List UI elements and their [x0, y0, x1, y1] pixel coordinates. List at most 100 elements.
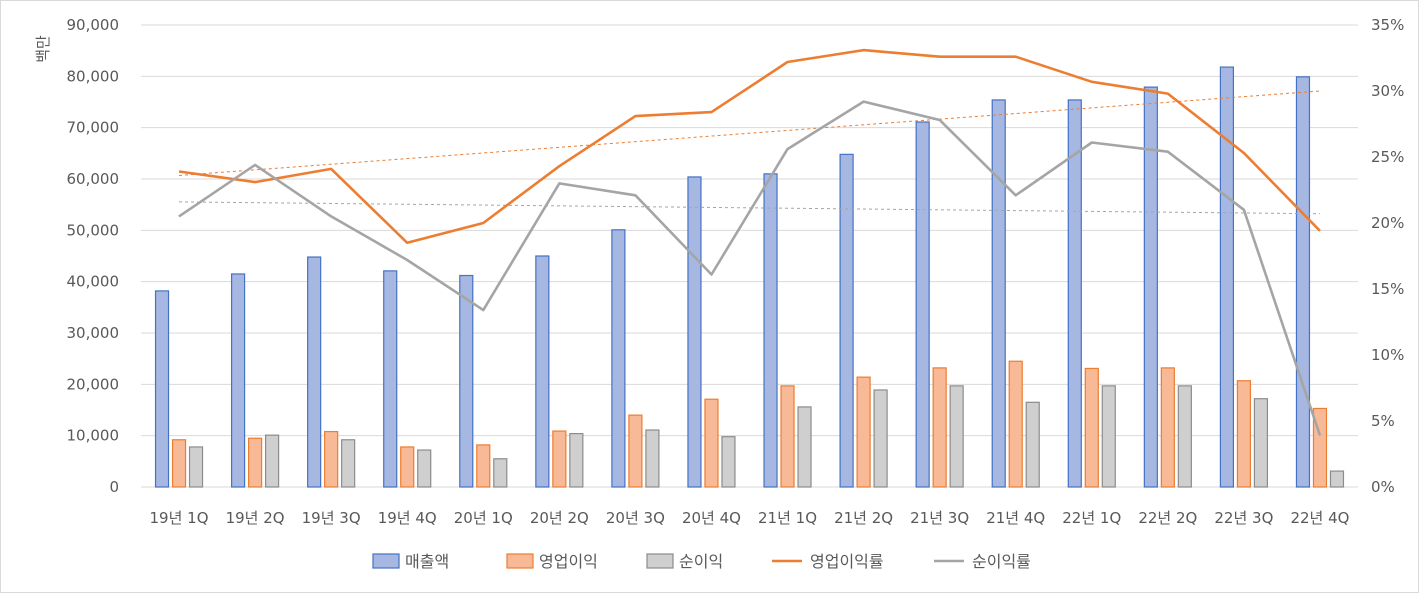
- bar: [459, 274, 474, 488]
- bar: [1295, 76, 1311, 488]
- bar: [1025, 401, 1040, 488]
- bar: [1329, 470, 1345, 488]
- y-axis-title: 백만: [34, 35, 52, 63]
- bar: [341, 439, 356, 488]
- bar: [991, 99, 1006, 488]
- bar: [628, 414, 643, 488]
- bar: [307, 256, 322, 488]
- y-tick-label: 30,000: [67, 324, 120, 342]
- legend-swatch: [506, 553, 534, 569]
- bar: [569, 433, 584, 488]
- x-tick-label: 19년 1Q: [150, 509, 209, 527]
- y-tick-label: 90,000: [67, 16, 120, 34]
- y-tick-label: 70,000: [67, 119, 120, 137]
- bar: [687, 176, 702, 488]
- bar: [1101, 385, 1116, 488]
- bar: [949, 385, 964, 488]
- bar: [645, 429, 660, 488]
- bar: [1219, 66, 1235, 488]
- y2-tick-label: 35%: [1371, 16, 1404, 34]
- bar: [493, 458, 508, 488]
- bar: [1084, 367, 1099, 488]
- bar: [1067, 99, 1082, 488]
- bar: [417, 449, 432, 488]
- y-tick-label: 80,000: [67, 67, 120, 85]
- bar: [873, 389, 888, 488]
- legend-label: 순이익률: [972, 552, 1031, 571]
- x-tick-label: 22년 2Q: [1138, 509, 1197, 527]
- bar: [188, 446, 204, 488]
- bar: [400, 446, 415, 488]
- y-tick-label: 20,000: [67, 375, 120, 393]
- x-tick-label: 21년 2Q: [834, 509, 893, 527]
- y-tick-label: 40,000: [67, 273, 120, 291]
- bar: [1143, 86, 1158, 488]
- series-line: [178, 100, 1322, 436]
- axes: 백만 0 10,000 20,000 30,000 40,000 50,000 60,000…: [34, 16, 1404, 527]
- x-tick-label: 22년 3Q: [1214, 509, 1273, 527]
- bar: [932, 367, 947, 488]
- x-tick-label: 21년 4Q: [986, 509, 1045, 527]
- y2-tick-label: 10%: [1371, 346, 1404, 364]
- x-tick-label: 19년 2Q: [226, 509, 285, 527]
- x-tick-label: 22년 1Q: [1062, 509, 1121, 527]
- lines: [178, 48, 1322, 436]
- x-tick-label: 20년 4Q: [682, 509, 741, 527]
- x-tick-label: 21년 1Q: [758, 509, 817, 527]
- bar: [324, 430, 339, 488]
- trendline: [178, 90, 1321, 176]
- bar: [1008, 360, 1023, 488]
- bar: [915, 121, 930, 488]
- bar: [383, 270, 398, 488]
- bar: [797, 406, 812, 488]
- bar: [535, 255, 550, 488]
- x-tick-label: 22년 4Q: [1290, 509, 1349, 527]
- bar: [1253, 398, 1269, 488]
- x-tick-label: 20년 2Q: [530, 509, 589, 527]
- y2-tick-label: 15%: [1371, 280, 1404, 298]
- bars: [154, 66, 1345, 488]
- y2-tick-label: 20%: [1371, 214, 1404, 232]
- x-tick-label: 19년 3Q: [302, 509, 361, 527]
- bar: [704, 398, 719, 488]
- y2-tick-label: 0%: [1371, 478, 1395, 496]
- bar: [552, 430, 567, 488]
- y2-tick-label: 30%: [1371, 82, 1404, 100]
- trendlines: [178, 90, 1321, 215]
- y2-tick-label: 5%: [1371, 412, 1395, 430]
- bar: [763, 173, 778, 488]
- y-tick-label: 0: [109, 478, 119, 496]
- legend-label: 순이익: [679, 552, 723, 571]
- bar: [780, 385, 795, 488]
- x-tick-label: 20년 1Q: [454, 509, 513, 527]
- bar: [1236, 380, 1252, 488]
- gridlines: [141, 24, 1358, 488]
- legend-label: 영업이익: [539, 552, 598, 571]
- bar: [856, 376, 871, 488]
- bar: [154, 290, 170, 488]
- bar: [247, 437, 263, 488]
- bar: [476, 444, 491, 488]
- y-tick-label: 10,000: [67, 427, 120, 445]
- legend-swatch: [372, 553, 400, 569]
- y-tick-label: 50,000: [67, 221, 120, 239]
- trendline: [179, 201, 1320, 215]
- series-line: [178, 48, 1321, 245]
- bar: [171, 439, 187, 488]
- bar: [264, 434, 280, 488]
- y-tick-label: 60,000: [67, 170, 120, 188]
- bar: [721, 436, 736, 488]
- legend: 매출액 영업이익 순이익 영업이익률 순이익률: [372, 552, 1031, 571]
- bar: [611, 229, 626, 488]
- x-tick-label: 21년 3Q: [910, 509, 969, 527]
- x-tick-label: 19년 4Q: [378, 509, 437, 527]
- legend-label: 매출액: [405, 552, 449, 571]
- bar: [839, 153, 854, 488]
- bar: [230, 273, 246, 488]
- bar: [1177, 385, 1192, 488]
- legend-swatch: [646, 553, 674, 569]
- bar: [1160, 367, 1175, 488]
- y2-tick-label: 25%: [1371, 148, 1404, 166]
